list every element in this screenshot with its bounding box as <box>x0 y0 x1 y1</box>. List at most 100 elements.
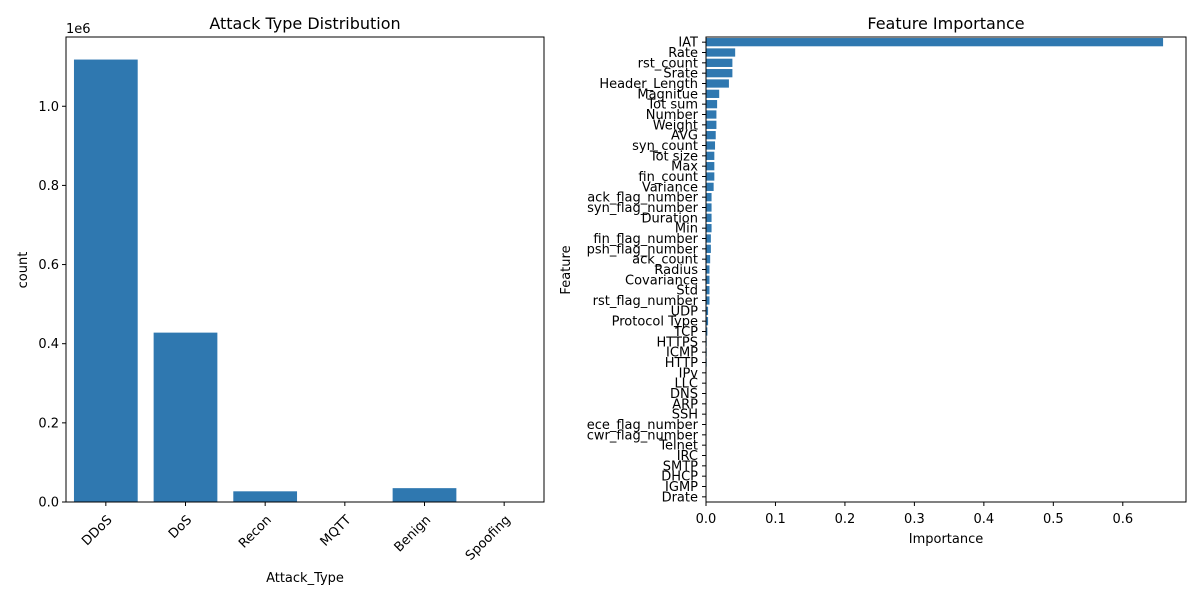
y-tick-label: Weight <box>653 118 698 133</box>
bar <box>706 172 715 181</box>
x-tick-label: 0.6 <box>1112 512 1133 527</box>
y-tick-label: 0.8 <box>38 179 59 194</box>
bar <box>706 193 712 202</box>
bar <box>706 89 720 98</box>
y-tick-label: ece_flag_number <box>587 418 699 433</box>
y-ticks: IATRaterst_countSrateHeader_LengthMagnit… <box>587 36 706 505</box>
chart-title: Feature Importance <box>867 14 1024 33</box>
x-tick-label: 0.5 <box>1043 512 1064 527</box>
bar <box>706 162 715 171</box>
y-axis-label: Feature <box>559 245 574 294</box>
bar <box>706 255 711 264</box>
y-tick-label: UDP <box>671 304 699 319</box>
bar <box>706 306 709 315</box>
x-tick-label: 0.1 <box>765 512 786 527</box>
y-tick-label: IAT <box>678 36 698 51</box>
x-ticks: 0.0 0.1 0.2 0.3 0.4 0.5 0.6 <box>696 502 1133 527</box>
bar <box>706 234 711 243</box>
y-tick-label: 0.2 <box>38 416 59 431</box>
y-tick-label: Telnet <box>658 439 698 454</box>
y-tick-label: Variance <box>642 180 698 195</box>
y-tick-label: Drate <box>662 490 698 505</box>
bar <box>73 59 138 503</box>
bar <box>706 327 708 336</box>
y-ticks: 0.0 0.2 0.4 0.6 0.8 1.0 <box>38 100 66 511</box>
y-tick-label: rst_count <box>638 56 698 71</box>
y-tick-label: Std <box>676 284 698 299</box>
y-tick-label: Max <box>671 160 698 175</box>
y-tick-label: Radius <box>654 263 698 278</box>
x-tick-label: 0.0 <box>696 512 717 527</box>
y-tick-label: Min <box>675 222 698 237</box>
y-tick-label: Protocol Type <box>612 315 698 330</box>
y-tick-label: ack_flag_number <box>587 191 698 206</box>
bar <box>706 203 712 212</box>
y-tick-label: 0.6 <box>38 258 59 273</box>
bar <box>706 141 716 150</box>
y-offset-label: 1e6 <box>66 22 91 37</box>
y-tick-label: LLC <box>674 377 698 392</box>
bar <box>706 317 709 326</box>
y-tick-label: ICMP <box>666 346 698 361</box>
bar <box>706 38 1164 47</box>
bar <box>706 213 712 222</box>
y-tick-label: Tot size <box>649 149 698 164</box>
y-tick-label: HTTPS <box>656 335 698 350</box>
bar <box>706 244 711 253</box>
x-tick-label: 0.3 <box>904 512 925 527</box>
x-axis-label: Attack_Type <box>266 571 344 586</box>
y-tick-label: Rate <box>668 46 698 61</box>
y-tick-label: IPv <box>679 366 699 381</box>
y-axis-label: count <box>16 252 31 289</box>
y-tick-label: 0.0 <box>38 496 59 511</box>
bar <box>392 488 457 502</box>
y-tick-label: SSH <box>672 408 698 423</box>
y-tick-label: syn_flag_number <box>587 201 699 216</box>
bar <box>706 120 717 129</box>
bar <box>706 151 715 160</box>
y-tick-label: Duration <box>642 211 698 226</box>
bar <box>706 69 733 78</box>
bar <box>706 296 710 305</box>
chart-title: Attack Type Distribution <box>209 14 400 33</box>
y-tick-label: psh_flag_number <box>587 242 699 257</box>
y-tick-label: Magnitue <box>637 87 698 102</box>
y-tick-label: ARP <box>672 397 698 412</box>
y-tick-label: Header_Length <box>599 77 698 92</box>
bar <box>706 265 710 274</box>
y-tick-label: rst_flag_number <box>593 294 699 309</box>
y-tick-label: HTTP <box>665 356 698 371</box>
bar <box>706 100 718 109</box>
y-tick-label: TCP <box>673 325 698 340</box>
bar <box>706 224 712 233</box>
y-tick-label: Covariance <box>625 273 698 288</box>
y-tick-label: ack_count <box>632 253 698 268</box>
y-tick-label: fin_flag_number <box>593 232 698 247</box>
y-tick-label: IRC <box>677 449 698 464</box>
y-tick-label: 0.4 <box>38 337 59 352</box>
bar <box>706 286 710 295</box>
y-tick-label: 1.0 <box>38 100 59 115</box>
bars <box>73 59 457 503</box>
y-tick-label: AVG <box>671 129 698 144</box>
y-tick-label: syn_count <box>632 139 698 154</box>
y-tick-label: Tot sum <box>646 98 698 113</box>
y-tick-label: SMTP <box>663 459 698 474</box>
y-tick-label: fin_count <box>638 170 698 185</box>
bar <box>706 110 717 119</box>
bar <box>153 332 218 502</box>
y-tick-label: Number <box>646 108 699 123</box>
y-tick-label: DHCP <box>661 470 698 485</box>
y-tick-label: IGMP <box>665 480 698 495</box>
bar <box>706 58 733 67</box>
bar <box>706 131 716 140</box>
bar <box>706 275 710 284</box>
y-tick-label: DNS <box>670 387 698 402</box>
bar <box>233 491 298 502</box>
x-tick-label: 0.4 <box>974 512 995 527</box>
x-tick-label: 0.2 <box>835 512 856 527</box>
y-tick-label: Srate <box>663 67 698 82</box>
plot-frame <box>705 36 1187 503</box>
y-tick-label: cwr_flag_number <box>587 428 699 443</box>
plot-frame <box>65 36 545 503</box>
